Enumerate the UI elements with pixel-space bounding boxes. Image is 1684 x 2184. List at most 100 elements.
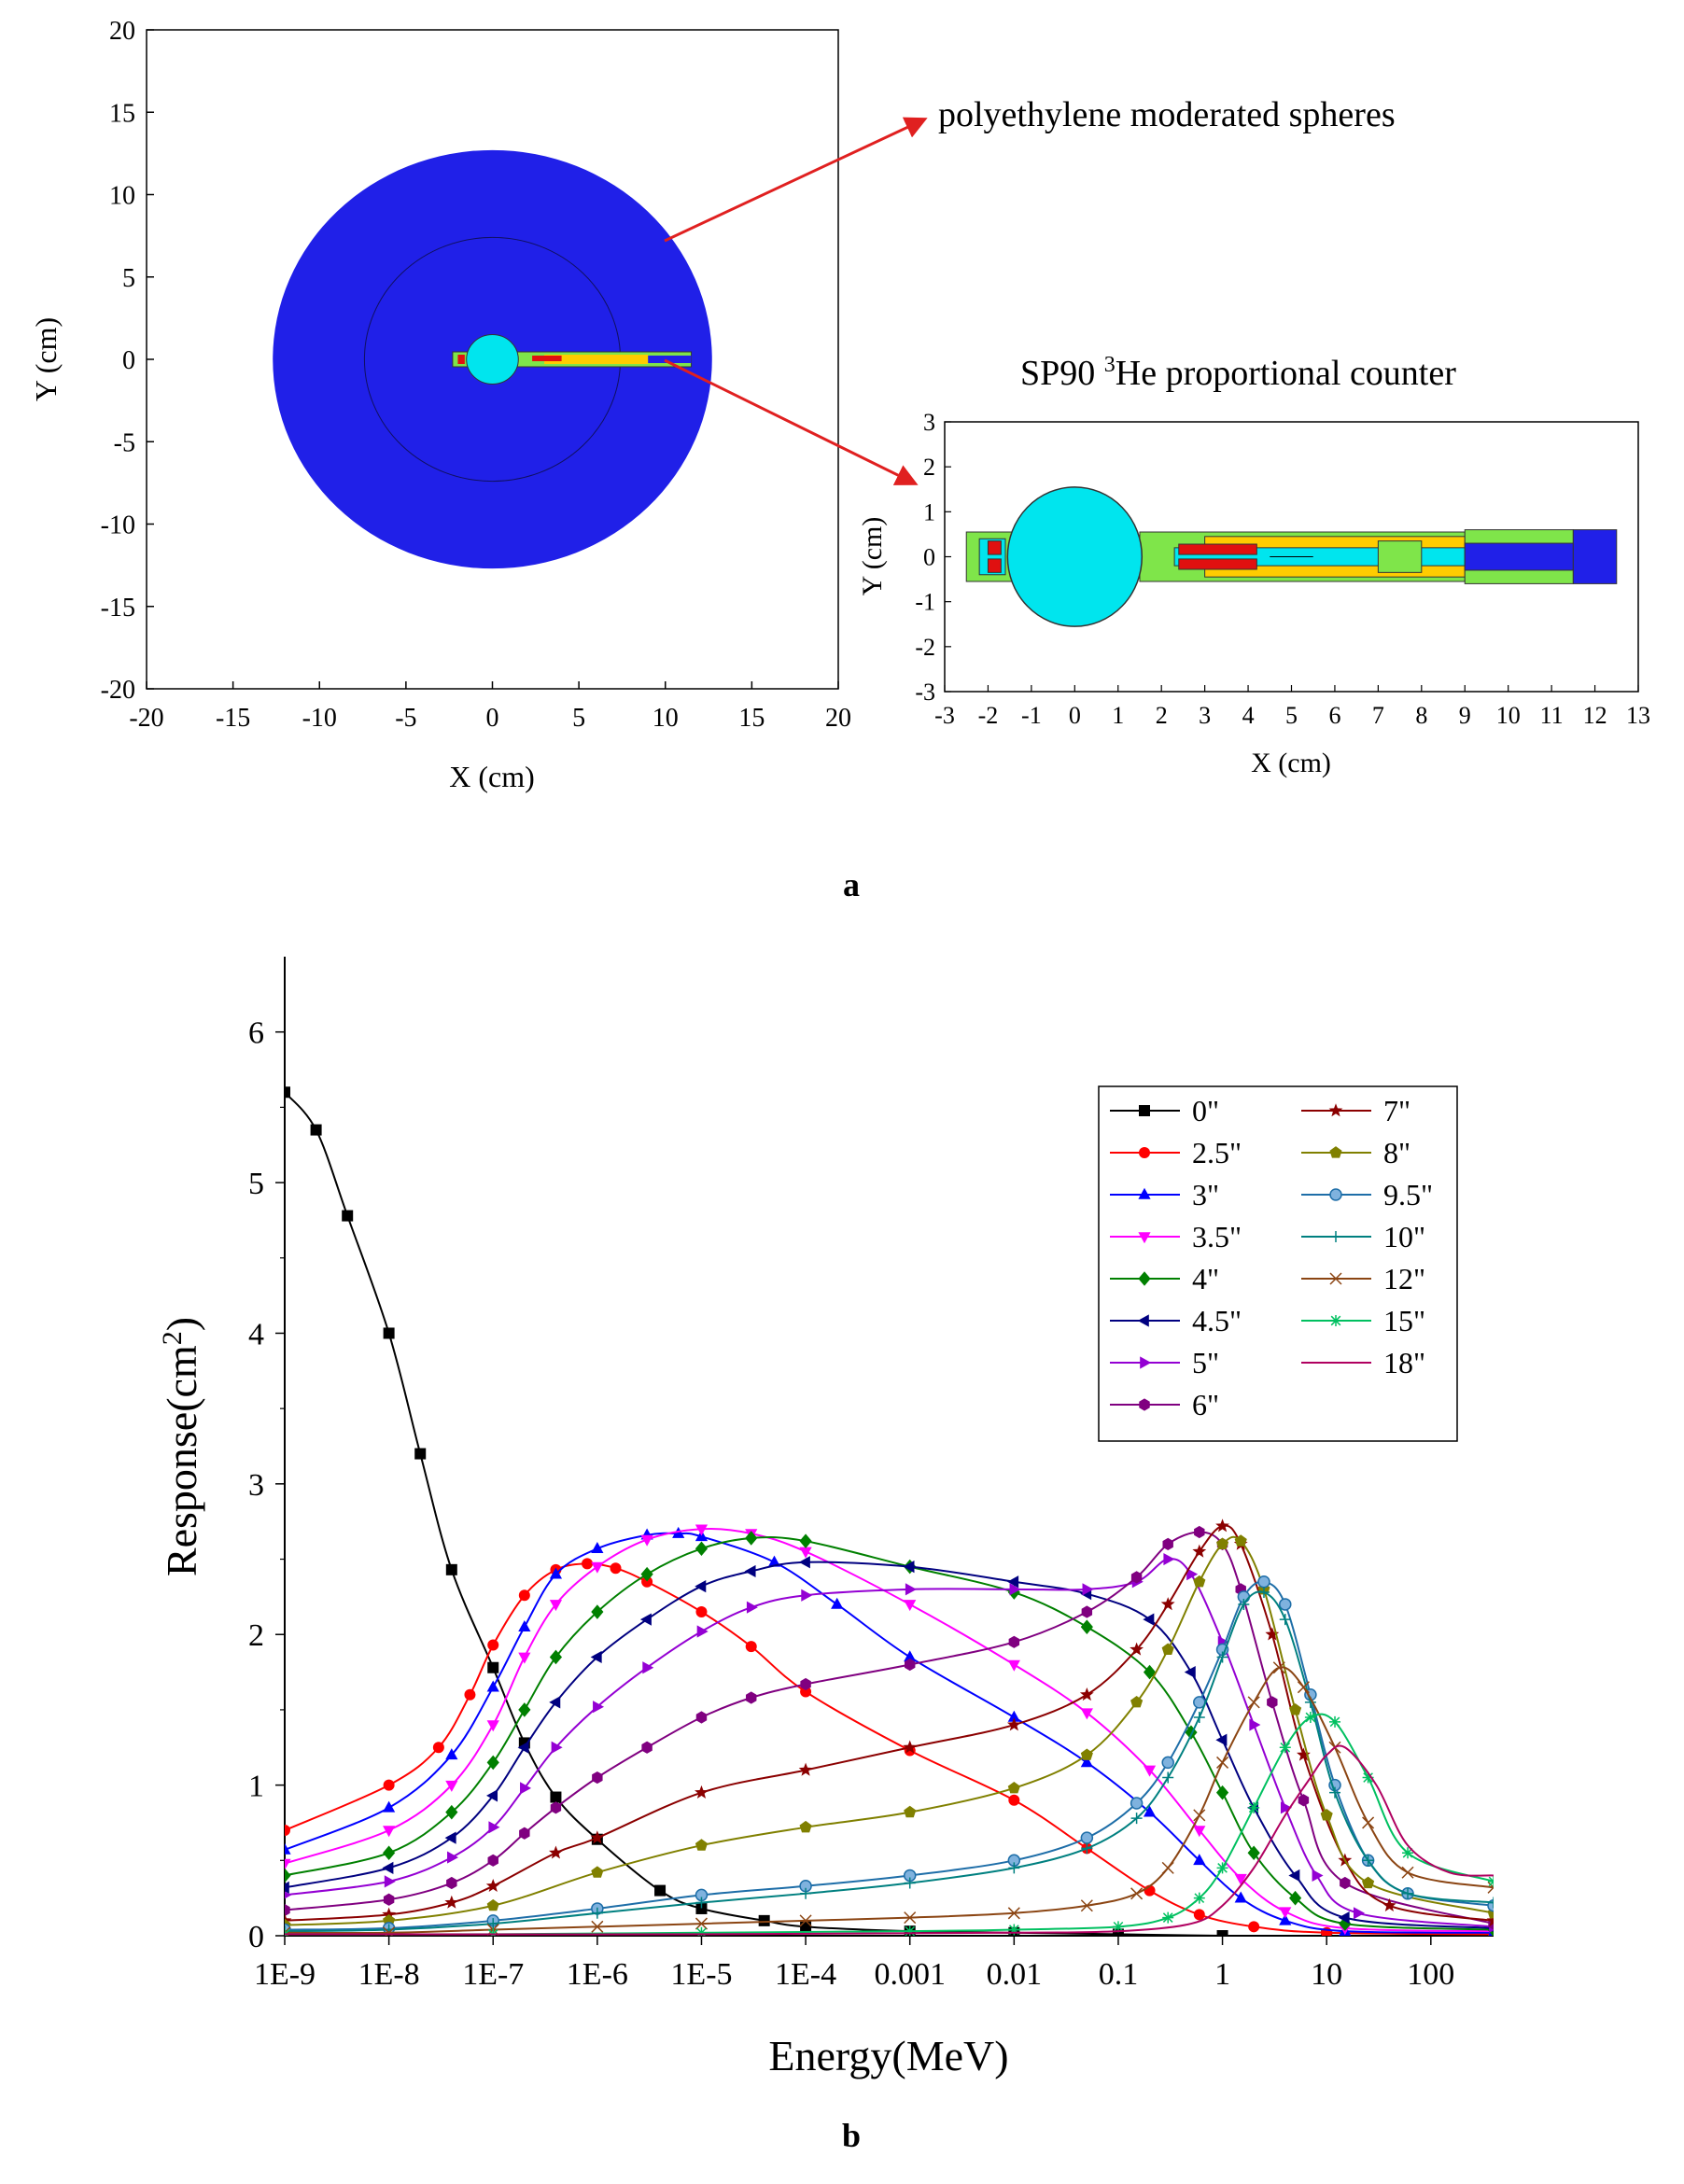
data-point [1402, 1887, 1414, 1899]
series-1 [285, 1558, 1494, 1936]
data-point [1139, 1398, 1150, 1411]
data-point [1272, 1661, 1285, 1674]
data-point [800, 1686, 812, 1698]
data-point [800, 1921, 812, 1933]
right-x-tick-label: 6 [1328, 702, 1340, 729]
left-x-tick-label: 0 [486, 704, 499, 733]
data-point [285, 1891, 292, 1899]
data-point [1280, 1801, 1292, 1814]
data-point [1247, 1845, 1260, 1861]
data-point [1297, 1681, 1310, 1694]
data-point [1130, 1695, 1144, 1708]
data-point [591, 1604, 604, 1619]
legend-label: 7" [1383, 1094, 1410, 1127]
data-point [1008, 1924, 1020, 1936]
data-point [285, 1858, 291, 1870]
right-y-tick-label: -2 [915, 634, 935, 661]
left-x-axis-label: X (cm) [449, 760, 535, 793]
data-point [1402, 1847, 1414, 1859]
data-point [1007, 1781, 1020, 1794]
data-point [1279, 1913, 1292, 1925]
left-y-tick-label: -15 [101, 594, 135, 623]
data-point [1006, 1717, 1021, 1731]
data-point [1297, 1747, 1311, 1761]
right-x-tick-label: 3 [1199, 702, 1211, 729]
data-point [800, 1887, 812, 1899]
data-point [1215, 1785, 1229, 1800]
data-point [1362, 1855, 1374, 1867]
rear-blue-core [1464, 542, 1574, 571]
right-x-tick-label: -2 [978, 702, 999, 729]
data-point [464, 1688, 476, 1701]
data-point [1130, 1797, 1144, 1810]
data-point [487, 1661, 499, 1673]
b-x-tick-label: 0.001 [874, 1957, 946, 1992]
right-x-tick-label: 1 [1112, 702, 1124, 729]
data-point [1138, 1271, 1151, 1286]
data-point [1112, 1921, 1124, 1933]
data-point [445, 1748, 458, 1760]
data-point [1160, 1597, 1175, 1611]
left-y-tick-label: 0 [122, 346, 135, 375]
panel-label-b: b [842, 2117, 861, 2154]
data-point [1080, 1831, 1094, 1844]
series-3 [285, 1524, 1494, 1936]
data-point [1130, 1887, 1144, 1900]
data-point [1267, 1696, 1278, 1709]
data-point [310, 1124, 322, 1136]
data-point [1288, 1890, 1302, 1906]
data-point [444, 1895, 459, 1909]
b-x-tick-label: 1E-7 [462, 1957, 524, 1992]
legend-label: 5" [1192, 1346, 1219, 1379]
sphere-geometry [273, 149, 712, 569]
data-point [1486, 1913, 1494, 1927]
data-point [1163, 1552, 1175, 1566]
b-y-tick-label: 6 [248, 1016, 264, 1051]
data-point [1330, 1231, 1341, 1242]
data-point [1080, 1708, 1093, 1720]
data-point [1137, 1314, 1149, 1327]
left-x-tick-label: -10 [302, 704, 337, 733]
data-point [798, 1556, 810, 1569]
right-x-tick-label: -1 [1021, 702, 1042, 729]
left-x-tick-label: -15 [216, 704, 250, 733]
data-point [1184, 1665, 1196, 1679]
data-point [444, 1831, 456, 1844]
data-point [1234, 1873, 1247, 1885]
data-point [382, 1907, 397, 1921]
b-series-group [285, 1086, 1494, 1936]
right-y-tick-label: 3 [923, 409, 935, 436]
data-point [1329, 1272, 1342, 1285]
data-point [488, 1821, 500, 1834]
series-13 [285, 1711, 1494, 1936]
data-point [1007, 1907, 1020, 1920]
data-point [549, 1600, 563, 1612]
left-x-tick-label: -20 [129, 704, 163, 733]
series-7 [285, 1525, 1494, 1930]
data-point [1288, 1869, 1300, 1883]
data-point [446, 1876, 457, 1890]
data-point [486, 1789, 498, 1802]
data-point [432, 1742, 444, 1754]
legend-label: 10" [1383, 1220, 1425, 1253]
series-line [285, 1535, 1494, 1926]
legend-label: 6" [1192, 1388, 1219, 1421]
data-point [551, 1741, 563, 1754]
left-x-tick-label: 10 [653, 704, 679, 733]
series-line [285, 1666, 1494, 1935]
left-y-tick-label: -5 [114, 428, 135, 457]
data-point [549, 1649, 563, 1665]
data-point [285, 1926, 291, 1936]
left-y-tick-label: -10 [101, 511, 135, 540]
counter-red-part [532, 356, 562, 361]
data-point [642, 1661, 654, 1674]
data-point [1215, 1519, 1229, 1533]
data-point [1193, 1854, 1206, 1866]
counter-geometry [965, 486, 1618, 627]
data-point [904, 1600, 917, 1612]
left-x-tick-label: 15 [738, 704, 765, 733]
data-point [904, 1925, 916, 1936]
b-x-tick-label: 1 [1214, 1957, 1230, 1992]
data-point [1130, 1813, 1143, 1825]
